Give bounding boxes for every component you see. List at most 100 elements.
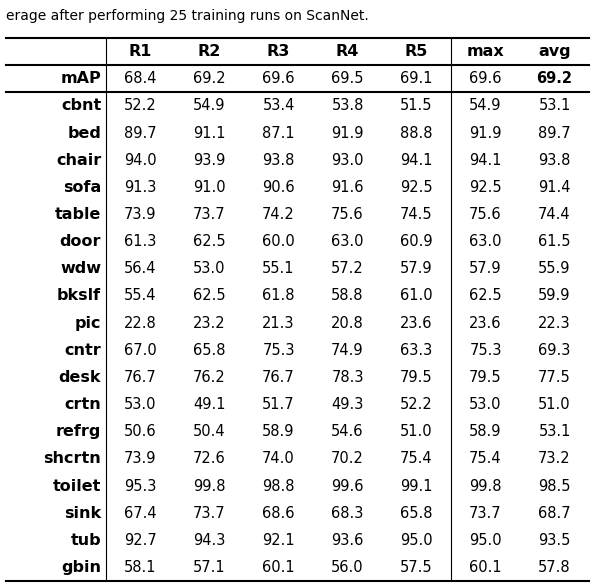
- Text: 93.8: 93.8: [262, 152, 295, 168]
- Text: 63.0: 63.0: [332, 234, 363, 249]
- Text: 99.8: 99.8: [469, 478, 502, 493]
- Text: 57.9: 57.9: [400, 261, 433, 276]
- Text: 63.3: 63.3: [400, 343, 433, 358]
- Text: 67.4: 67.4: [124, 506, 157, 521]
- Text: 93.6: 93.6: [332, 533, 363, 548]
- Text: tub: tub: [70, 533, 101, 548]
- Text: 53.1: 53.1: [538, 424, 571, 439]
- Text: 92.1: 92.1: [262, 533, 295, 548]
- Text: 75.3: 75.3: [469, 343, 502, 358]
- Text: 74.4: 74.4: [538, 207, 571, 222]
- Text: 57.2: 57.2: [331, 261, 364, 276]
- Text: gbin: gbin: [61, 560, 101, 575]
- Text: 75.3: 75.3: [262, 343, 295, 358]
- Text: erage after performing 25 training runs on ScanNet.: erage after performing 25 training runs …: [6, 9, 369, 23]
- Text: 98.8: 98.8: [262, 478, 295, 493]
- Text: 51.7: 51.7: [262, 397, 295, 412]
- Text: 50.4: 50.4: [193, 424, 226, 439]
- Text: chair: chair: [56, 152, 101, 168]
- Text: crtn: crtn: [65, 397, 101, 412]
- Text: 20.8: 20.8: [331, 315, 364, 331]
- Text: 55.9: 55.9: [538, 261, 571, 276]
- Text: 93.0: 93.0: [332, 152, 363, 168]
- Text: 54.9: 54.9: [193, 98, 226, 113]
- Text: 54.9: 54.9: [469, 98, 502, 113]
- Text: 51.0: 51.0: [538, 397, 571, 412]
- Text: 55.4: 55.4: [124, 288, 157, 304]
- Text: 76.2: 76.2: [193, 370, 226, 385]
- Text: 62.5: 62.5: [469, 288, 502, 304]
- Text: 60.1: 60.1: [469, 560, 502, 575]
- Text: 72.6: 72.6: [193, 451, 226, 467]
- Text: 89.7: 89.7: [124, 126, 157, 141]
- Text: 74.2: 74.2: [262, 207, 295, 222]
- Text: bed: bed: [67, 126, 101, 141]
- Text: 60.0: 60.0: [262, 234, 295, 249]
- Text: 53.0: 53.0: [124, 397, 157, 412]
- Text: 73.2: 73.2: [538, 451, 571, 467]
- Text: 74.5: 74.5: [400, 207, 433, 222]
- Text: 57.9: 57.9: [469, 261, 502, 276]
- Text: 74.9: 74.9: [331, 343, 364, 358]
- Text: 58.8: 58.8: [332, 288, 363, 304]
- Text: 53.4: 53.4: [262, 98, 295, 113]
- Text: 68.4: 68.4: [124, 71, 157, 86]
- Text: sofa: sofa: [63, 180, 101, 195]
- Text: 60.9: 60.9: [400, 234, 433, 249]
- Text: 58.9: 58.9: [262, 424, 295, 439]
- Text: R5: R5: [405, 44, 428, 59]
- Text: 77.5: 77.5: [538, 370, 571, 385]
- Text: 91.1: 91.1: [193, 126, 226, 141]
- Text: table: table: [55, 207, 101, 222]
- Text: 99.1: 99.1: [400, 478, 433, 493]
- Text: 54.6: 54.6: [332, 424, 363, 439]
- Text: 56.0: 56.0: [331, 560, 364, 575]
- Text: 69.2: 69.2: [536, 71, 572, 86]
- Text: 94.1: 94.1: [400, 152, 433, 168]
- Text: 62.5: 62.5: [193, 288, 226, 304]
- Text: 69.6: 69.6: [469, 71, 502, 86]
- Text: 75.4: 75.4: [400, 451, 433, 467]
- Text: 75.6: 75.6: [331, 207, 364, 222]
- Text: 94.1: 94.1: [469, 152, 502, 168]
- Text: 68.7: 68.7: [538, 506, 571, 521]
- Text: 73.7: 73.7: [469, 506, 502, 521]
- Text: toilet: toilet: [53, 478, 101, 493]
- Text: pic: pic: [75, 315, 101, 331]
- Text: 23.2: 23.2: [193, 315, 226, 331]
- Text: 76.7: 76.7: [124, 370, 157, 385]
- Text: 69.1: 69.1: [400, 71, 433, 86]
- Text: 63.0: 63.0: [469, 234, 502, 249]
- Text: 79.5: 79.5: [400, 370, 433, 385]
- Text: 53.0: 53.0: [193, 261, 226, 276]
- Text: 75.4: 75.4: [469, 451, 502, 467]
- Text: 49.1: 49.1: [193, 397, 226, 412]
- Text: refrg: refrg: [56, 424, 101, 439]
- Text: 52.2: 52.2: [124, 98, 157, 113]
- Text: R2: R2: [198, 44, 221, 59]
- Text: 57.8: 57.8: [538, 560, 571, 575]
- Text: wdw: wdw: [60, 261, 101, 276]
- Text: 91.4: 91.4: [538, 180, 571, 195]
- Text: 91.9: 91.9: [332, 126, 363, 141]
- Text: R1: R1: [129, 44, 152, 59]
- Text: 51.0: 51.0: [400, 424, 433, 439]
- Text: 98.5: 98.5: [538, 478, 571, 493]
- Text: 21.3: 21.3: [262, 315, 295, 331]
- Text: 61.0: 61.0: [400, 288, 433, 304]
- Text: 53.1: 53.1: [538, 98, 571, 113]
- Text: 99.8: 99.8: [193, 478, 226, 493]
- Text: 53.0: 53.0: [469, 397, 502, 412]
- Text: 52.2: 52.2: [400, 397, 433, 412]
- Text: 61.5: 61.5: [538, 234, 571, 249]
- Text: 68.3: 68.3: [332, 506, 363, 521]
- Text: 68.6: 68.6: [262, 506, 295, 521]
- Text: 73.9: 73.9: [124, 207, 157, 222]
- Text: door: door: [60, 234, 101, 249]
- Text: 99.6: 99.6: [332, 478, 363, 493]
- Text: 95.0: 95.0: [400, 533, 433, 548]
- Text: 49.3: 49.3: [332, 397, 363, 412]
- Text: 73.7: 73.7: [193, 506, 226, 521]
- Text: cntr: cntr: [65, 343, 101, 358]
- Text: 69.3: 69.3: [538, 343, 571, 358]
